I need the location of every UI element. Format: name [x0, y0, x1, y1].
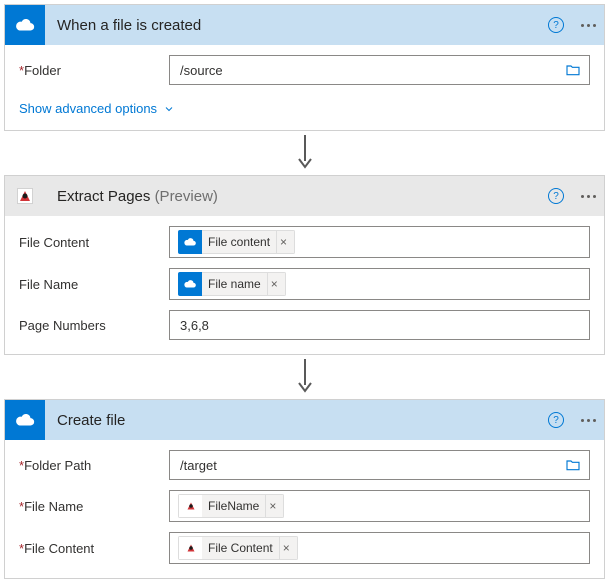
- token-remove-button[interactable]: ×: [277, 230, 295, 254]
- more-menu-button[interactable]: [572, 400, 604, 440]
- token-remove-button[interactable]: ×: [280, 536, 298, 560]
- folder-label: *Folder: [19, 63, 169, 78]
- step2-title: Extract Pages (Preview): [45, 188, 540, 205]
- folder-path-row: *Folder Path /target: [19, 450, 590, 480]
- onedrive-icon: [5, 5, 45, 45]
- step-extract-pages: Extract Pages (Preview) ? File Content F…: [4, 175, 605, 355]
- onedrive-icon: [5, 400, 45, 440]
- file-content-row-3: *File Content File Content ×: [19, 532, 590, 564]
- folder-path-label: *Folder Path: [19, 458, 169, 473]
- page-numbers-value: 3,6,8: [176, 316, 583, 335]
- pdf-app-icon: [178, 536, 202, 560]
- folder-path-input[interactable]: /target: [169, 450, 590, 480]
- file-name-row: File Name File name ×: [19, 268, 590, 300]
- folder-row: *Folder /source: [19, 55, 590, 85]
- file-content-input[interactable]: File content ×: [169, 226, 590, 258]
- file-content-token[interactable]: File content ×: [178, 230, 295, 254]
- step3-body: *Folder Path /target *File Name FileName…: [5, 440, 604, 578]
- token-label: File content: [202, 230, 277, 254]
- token-remove-button[interactable]: ×: [266, 494, 284, 518]
- token-label: File Content: [202, 536, 280, 560]
- filecontent-token[interactable]: File Content ×: [178, 536, 298, 560]
- file-name-input[interactable]: File name ×: [169, 268, 590, 300]
- help-button[interactable]: ?: [540, 5, 572, 45]
- file-name-input-3[interactable]: FileName ×: [169, 490, 590, 522]
- token-remove-button[interactable]: ×: [268, 272, 286, 296]
- folder-input[interactable]: /source: [169, 55, 590, 85]
- show-advanced-options-link[interactable]: Show advanced options: [19, 101, 175, 116]
- file-name-label: File Name: [19, 277, 169, 292]
- cloud-icon: [178, 230, 202, 254]
- step-create-file: Create file ? *Folder Path /target *File…: [4, 399, 605, 579]
- file-name-token[interactable]: File name ×: [178, 272, 286, 296]
- file-content-label-3: *File Content: [19, 541, 169, 556]
- step2-header[interactable]: Extract Pages (Preview) ?: [5, 176, 604, 216]
- step3-title: Create file: [45, 412, 540, 429]
- folder-picker-icon[interactable]: [561, 453, 585, 477]
- token-label: FileName: [202, 494, 266, 518]
- advanced-label: Show advanced options: [19, 101, 157, 116]
- token-label: File name: [202, 272, 268, 296]
- step3-header[interactable]: Create file ?: [5, 400, 604, 440]
- pdf-app-icon: [178, 494, 202, 518]
- file-content-row: File Content File content ×: [19, 226, 590, 258]
- help-button[interactable]: ?: [540, 176, 572, 216]
- more-menu-button[interactable]: [572, 5, 604, 45]
- step1-body: *Folder /source Show advanced options: [5, 45, 604, 130]
- folder-path-value: /target: [176, 456, 561, 475]
- step-when-file-created: When a file is created ? *Folder /source…: [4, 4, 605, 131]
- file-content-input-3[interactable]: File Content ×: [169, 532, 590, 564]
- step1-header[interactable]: When a file is created ?: [5, 5, 604, 45]
- connector-arrow-2: [4, 355, 605, 399]
- cloud-icon: [178, 272, 202, 296]
- chevron-down-icon: [163, 103, 175, 115]
- more-menu-button[interactable]: [572, 176, 604, 216]
- step1-title: When a file is created: [45, 17, 540, 34]
- file-content-label: File Content: [19, 235, 169, 250]
- file-name-row-3: *File Name FileName ×: [19, 490, 590, 522]
- page-numbers-row: Page Numbers 3,6,8: [19, 310, 590, 340]
- step2-body: File Content File content × File Name Fi…: [5, 216, 604, 354]
- page-numbers-label: Page Numbers: [19, 318, 169, 333]
- folder-picker-icon[interactable]: [561, 58, 585, 82]
- file-name-label-3: *File Name: [19, 499, 169, 514]
- page-numbers-input[interactable]: 3,6,8: [169, 310, 590, 340]
- filename-token[interactable]: FileName ×: [178, 494, 284, 518]
- connector-arrow-1: [4, 131, 605, 175]
- folder-value: /source: [176, 61, 561, 80]
- help-button[interactable]: ?: [540, 400, 572, 440]
- pdf-app-icon: [5, 176, 45, 216]
